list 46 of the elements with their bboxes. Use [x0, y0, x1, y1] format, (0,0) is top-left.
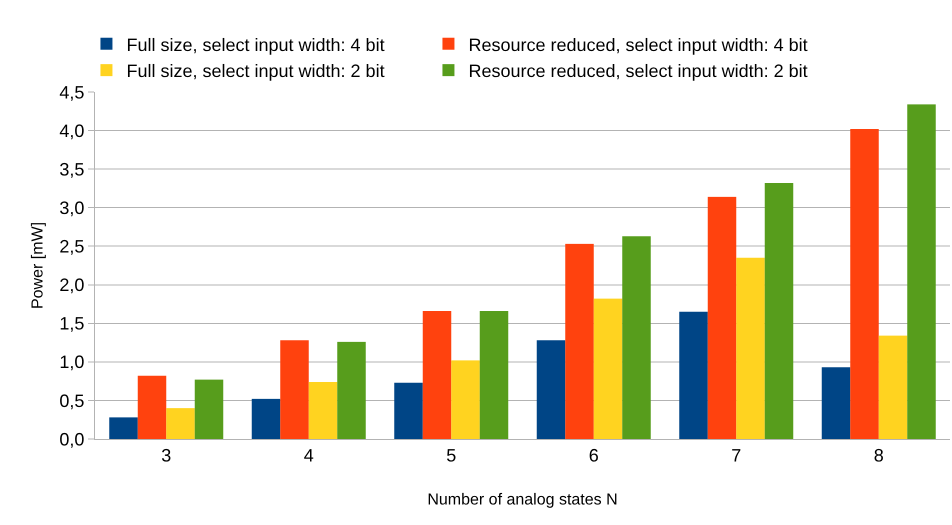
x-tick-label: 4 [304, 446, 314, 466]
bar [138, 376, 166, 439]
y-tick-label: 0,5 [59, 390, 84, 411]
bar [822, 367, 850, 439]
bar [394, 382, 423, 439]
x-axis-title: Number of analog states N [427, 491, 618, 508]
bar [194, 380, 224, 439]
y-tick-label: 2,5 [59, 236, 84, 257]
bar [622, 236, 651, 439]
legend-label: Full size, select input width: 2 bit [126, 61, 385, 82]
y-tick-label: 3,0 [59, 198, 84, 218]
bar [679, 312, 708, 439]
y-tick-label: 4,5 [59, 82, 84, 102]
bar [109, 417, 138, 439]
x-tick-label: 6 [588, 446, 599, 466]
bar [736, 258, 765, 439]
bar [878, 336, 908, 439]
bar [594, 298, 622, 439]
y-tick-label: 3,5 [59, 159, 84, 180]
x-tick-label: 3 [161, 446, 172, 466]
bar [308, 382, 338, 439]
bar [850, 129, 879, 439]
x-tick-label: 8 [874, 446, 884, 466]
y-axis-title: Power [mW] [29, 222, 46, 310]
bar [907, 104, 936, 439]
bar [280, 340, 309, 439]
y-tick-label: 2,0 [59, 275, 84, 296]
y-tick-label: 4,0 [59, 120, 84, 141]
y-tick-label: 0,0 [59, 429, 84, 450]
bar [764, 182, 794, 439]
bar [451, 360, 480, 439]
legend-label: Full size, select input width: 4 bit [126, 34, 385, 55]
y-tick-label: 1,0 [59, 352, 84, 372]
bar [422, 311, 452, 439]
legend-label: Resource reduced, select input width: 2 bit [468, 61, 808, 82]
legend-label: Resource reduced, select input width: 4 bit [468, 34, 808, 55]
bar [337, 342, 366, 439]
y-tick-label: 1,5 [59, 314, 84, 334]
bar [252, 398, 280, 439]
bar [536, 340, 566, 439]
bar [708, 196, 736, 439]
bar [565, 244, 594, 439]
bar [166, 408, 195, 439]
x-tick-label: 7 [731, 446, 742, 466]
x-tick-label: 5 [446, 446, 456, 466]
bar [480, 311, 508, 439]
